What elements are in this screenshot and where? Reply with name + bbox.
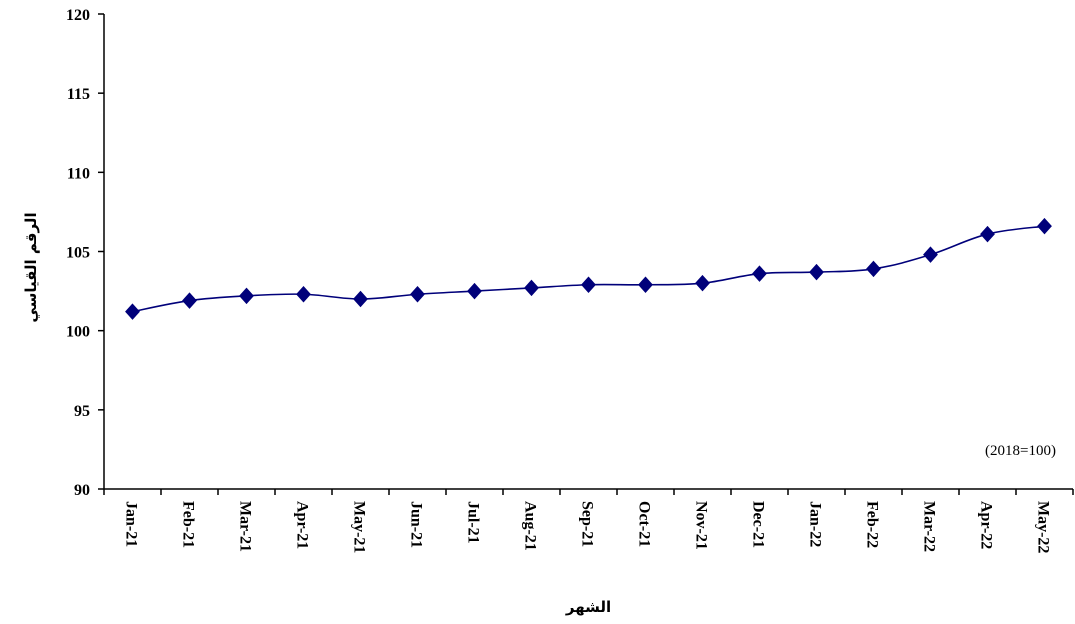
data-point-marker	[809, 263, 824, 281]
x-tick-label: Oct-21	[636, 501, 653, 547]
y-tick-label: 105	[66, 245, 90, 262]
x-tick-label: May-22	[1035, 501, 1052, 553]
data-point-marker	[1037, 217, 1052, 235]
data-point-marker	[980, 225, 995, 243]
x-tick-label: Feb-21	[180, 501, 197, 548]
x-tick-label: Jun-21	[408, 501, 425, 548]
x-tick-label: Jan-21	[123, 501, 140, 547]
x-tick-label: Dec-21	[750, 501, 767, 548]
x-tick-label: Apr-21	[294, 501, 311, 549]
x-tick-label: Jul-21	[465, 501, 482, 544]
x-tick-label: Mar-21	[237, 501, 254, 552]
x-tick-label: May-21	[351, 501, 368, 553]
data-point-marker	[866, 260, 881, 278]
data-point-marker	[353, 290, 368, 308]
y-tick-label: 90	[74, 482, 90, 499]
data-point-marker	[923, 246, 938, 263]
data-point-marker	[581, 276, 596, 293]
data-point-marker	[239, 287, 254, 305]
x-tick-label: Nov-21	[693, 501, 710, 550]
data-point-marker	[410, 286, 425, 303]
x-tick-label: Sep-21	[579, 501, 596, 547]
data-point-marker	[695, 274, 710, 292]
y-tick-label: 120	[66, 7, 90, 24]
series-line	[132, 225, 1045, 313]
data-point-marker	[467, 282, 482, 300]
y-axis-ticks: 90 95 100 105 110 115 120	[66, 7, 104, 499]
base-year-note: (2018=100)	[985, 443, 1056, 459]
x-tick-label: Mar-22	[921, 501, 938, 552]
x-axis-title: الشهر	[565, 598, 611, 616]
data-point-marker	[296, 286, 311, 303]
x-tick-label: Aug-21	[522, 501, 539, 551]
x-tick-label: Feb-22	[864, 501, 881, 548]
data-point-marker	[125, 303, 140, 320]
y-tick-label: 95	[74, 403, 90, 420]
x-tick-label: Jan-22	[807, 501, 824, 547]
y-tick-label: 100	[66, 324, 90, 341]
data-point-marker	[752, 265, 767, 282]
data-point-marker	[182, 292, 197, 309]
data-point-marker	[524, 279, 539, 297]
y-axis-title: الرقم القياسي	[22, 212, 40, 322]
y-tick-label: 115	[67, 86, 90, 103]
x-tick-label: Apr-22	[978, 501, 995, 549]
x-axis-ticks: Jan-21 Feb-21 Mar-21 Apr-21 May-21 Jun-21 Jul-…	[103, 489, 1074, 553]
data-point-marker	[638, 276, 653, 293]
series-markers	[125, 217, 1052, 320]
y-tick-label: 110	[67, 165, 90, 182]
